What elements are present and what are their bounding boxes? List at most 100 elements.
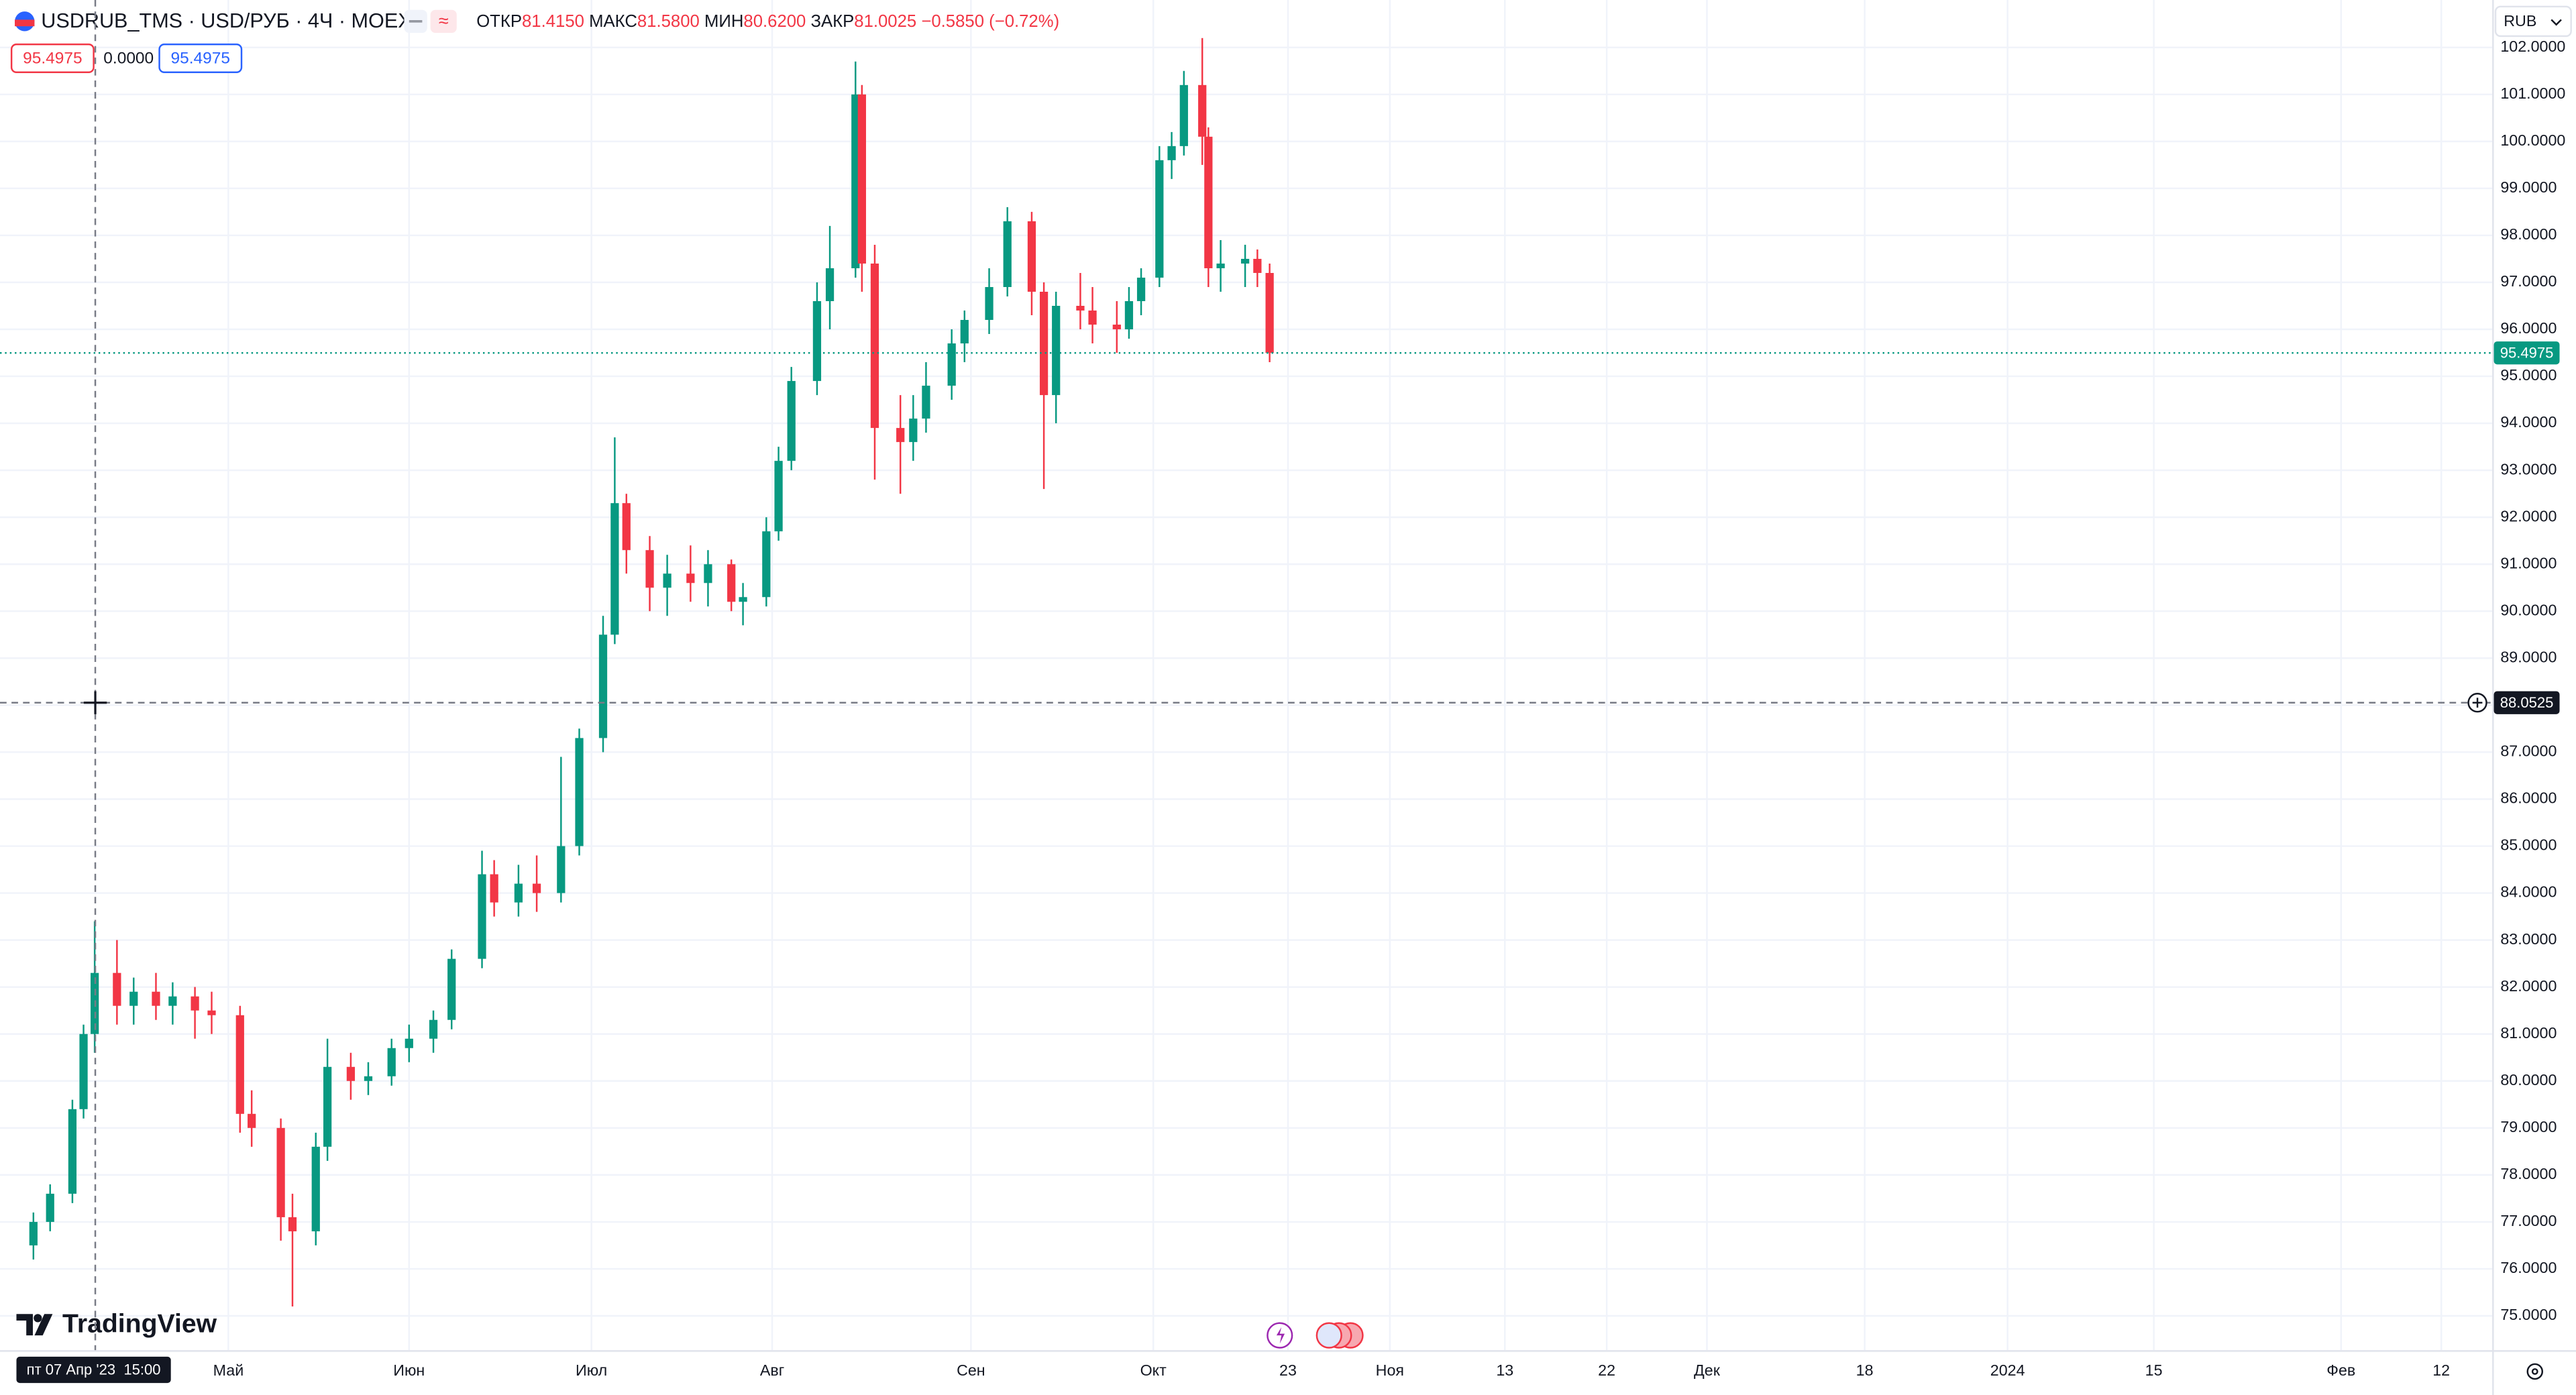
candle-body [207, 1010, 216, 1015]
y-tick-label: 101.0000 [2500, 85, 2565, 102]
x-tick-label: Дек [1694, 1361, 1721, 1379]
candle-body [288, 1217, 297, 1231]
candle-body [447, 958, 456, 1020]
candle-body [1052, 306, 1061, 396]
candle-body [1204, 136, 1213, 268]
candle-body [323, 1066, 332, 1147]
symbol-title: USDRUB_TMS · USD/РУБ · 4Ч · MOEX [41, 9, 411, 32]
candle-body [787, 381, 796, 461]
logo: TradingView [16, 1310, 217, 1339]
candle-body [774, 461, 783, 532]
candle-body [311, 1146, 320, 1231]
candle-body [1076, 306, 1085, 311]
y-tick-label: 90.0000 [2500, 601, 2557, 618]
candle-body [478, 874, 486, 959]
y-tick-label: 95.0000 [2500, 366, 2557, 384]
add-alert-plus [2472, 698, 2483, 708]
x-tick-label: Май [213, 1361, 244, 1379]
spread: 0.0000 [103, 50, 154, 68]
event-glyph [1276, 1327, 1285, 1344]
x-tick-label: 18 [1856, 1361, 1874, 1379]
grid [0, 0, 2493, 1351]
x-tick-label: 2024 [1990, 1361, 2025, 1379]
currency-select[interactable] [2494, 5, 2572, 38]
last-price-label: 95.4975 [2500, 344, 2554, 361]
candle-body [960, 320, 969, 344]
candle-body [870, 263, 879, 429]
candle-body [825, 268, 835, 301]
x-tick-label: 13 [1496, 1361, 1513, 1379]
last-price-tag [2493, 341, 2560, 365]
toggle[interactable] [430, 9, 457, 33]
y-tick-label: 96.0000 [2500, 319, 2557, 337]
x-tick-label: 22 [1598, 1361, 1615, 1379]
x-tick-label: Ноя [1376, 1361, 1404, 1379]
candle-body [364, 1076, 373, 1081]
candle-body [405, 1038, 413, 1048]
ohlc-value: 81.4150 [522, 12, 584, 31]
x-tick-label: 12 [2432, 1361, 2450, 1379]
candle-body [113, 972, 121, 1006]
y-tick-label: 84.0000 [2500, 883, 2557, 901]
candle-body [1198, 85, 1207, 137]
candle-body [622, 503, 631, 551]
y-tick-label: 79.0000 [2500, 1118, 2557, 1135]
buy-button[interactable] [158, 43, 243, 73]
y-tick-label: 99.0000 [2500, 178, 2557, 196]
axes: 75.0000 76.0000 77.0000 78.0000 79.0000 80.00… [213, 38, 2566, 1379]
y-tick-label: 86.0000 [2500, 789, 2557, 807]
y-tick-label: 87.0000 [2500, 742, 2557, 760]
crosshair-time-tag [16, 1356, 171, 1384]
y-tick-label: 85.0000 [2500, 836, 2557, 854]
candle-body [429, 1019, 438, 1039]
y-tick-label: 98.0000 [2500, 225, 2557, 243]
y-tick-label: 80.0000 [2500, 1071, 2557, 1089]
event-icon[interactable] [1316, 1322, 1342, 1349]
y-tick-label: 100.0000 [2500, 131, 2565, 149]
candle-body [129, 991, 138, 1006]
candle-body [532, 883, 541, 893]
crosshair-cursor [83, 691, 107, 714]
settings-icon[interactable] [2526, 1363, 2544, 1380]
crosshair-time-label: пт 07 Апр '23 15:00 [27, 1361, 161, 1378]
candle-body [1124, 300, 1134, 330]
y-tick-label: 81.0000 [2500, 1024, 2557, 1042]
ohlc-value: 81.5800 [637, 12, 700, 31]
candle-body [1112, 325, 1121, 330]
candle-body [663, 573, 672, 588]
candle-body [851, 94, 860, 268]
candle-body [812, 300, 822, 382]
candle-body [922, 386, 930, 419]
sell-button[interactable] [10, 43, 95, 73]
candle-body [686, 573, 695, 583]
x-tick-label: Сен [957, 1361, 985, 1379]
buy-price: 95.4975 [171, 50, 231, 68]
y-tick-label: 93.0000 [2500, 460, 2557, 478]
y-tick-label: 78.0000 [2500, 1165, 2557, 1182]
candle-body [1003, 221, 1012, 287]
x-tick-label: 15 [2145, 1361, 2163, 1379]
candle-body [557, 846, 566, 893]
candle-body [1253, 258, 1262, 273]
y-tick-label: 89.0000 [2500, 648, 2557, 665]
candle-body [1167, 146, 1176, 160]
candle-body [276, 1127, 285, 1217]
x-tick-label: Фев [2326, 1361, 2355, 1379]
candle-body [947, 343, 956, 386]
candle-body [704, 564, 712, 583]
ohlc-label: ЗАКР [811, 12, 855, 31]
candle-body [598, 634, 608, 738]
crosshair-price-tag [2493, 691, 2560, 714]
y-tick-label: 82.0000 [2500, 977, 2557, 995]
x-tick-label: Июл [576, 1361, 607, 1379]
y-tick-label: 94.0000 [2500, 413, 2557, 431]
y-tick-label: 76.0000 [2500, 1259, 2557, 1276]
candle-body [762, 531, 771, 598]
candle-body [387, 1048, 396, 1076]
y-tick-label: 97.0000 [2500, 272, 2557, 290]
chevron [2551, 19, 2562, 26]
currency: RUB [2504, 12, 2536, 30]
sell-price: 95.4975 [23, 50, 83, 68]
crosshair-price-label: 88.0525 [2500, 694, 2554, 711]
